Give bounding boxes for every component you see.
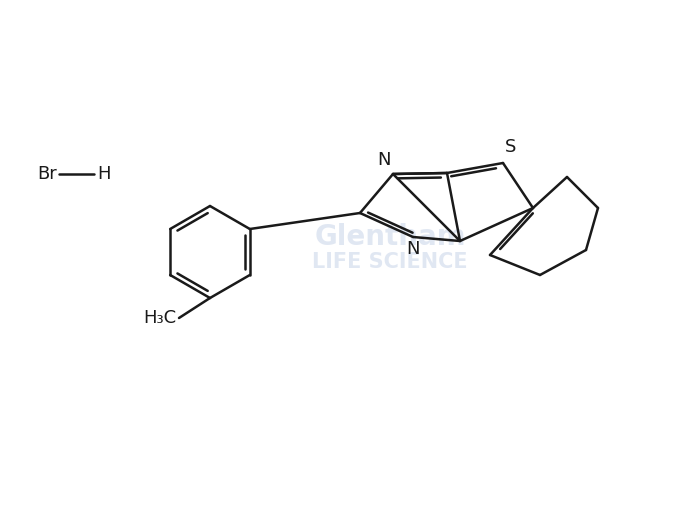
Text: S: S — [505, 138, 516, 156]
Text: N: N — [377, 151, 391, 169]
Text: H: H — [97, 165, 111, 183]
Text: Br: Br — [38, 165, 57, 183]
Text: LIFE SCIENCE: LIFE SCIENCE — [313, 252, 468, 272]
Text: Glentham: Glentham — [314, 223, 466, 251]
Text: N: N — [406, 240, 420, 258]
Text: H₃C: H₃C — [143, 309, 176, 327]
